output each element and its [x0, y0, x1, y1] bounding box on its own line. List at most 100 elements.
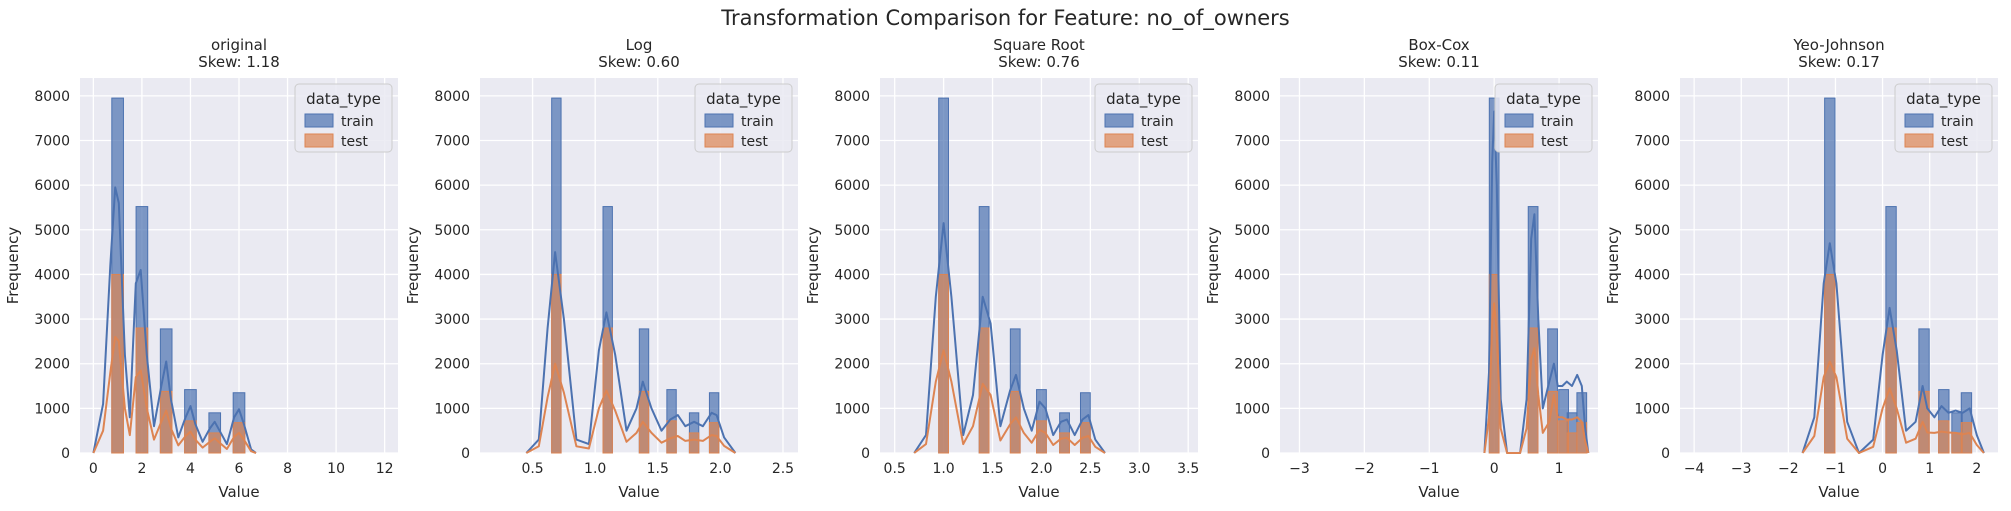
y-axis-label: Frequency [1204, 227, 1222, 305]
y-tick-label: 5000 [434, 223, 470, 239]
kde-test-line [1801, 360, 1985, 454]
x-axis-label: Value [1818, 483, 1859, 501]
y-tick-label: 1000 [434, 401, 470, 417]
test-bar [978, 327, 990, 454]
x-axis-label: Value [218, 483, 259, 501]
x-tick-label: 2.0 [1030, 461, 1052, 477]
y-tick-label: 5000 [34, 223, 70, 239]
x-tick-label: −4 [1684, 461, 1705, 477]
test-bar [551, 273, 562, 454]
x-axis-label: Value [1018, 483, 1059, 501]
y-axis-label: Frequency [4, 227, 22, 305]
test-bar [1009, 390, 1021, 454]
x-tick-label: 8 [283, 461, 292, 477]
y-tick-label: 4000 [834, 267, 870, 283]
y-axis-label: Frequency [1604, 227, 1622, 305]
y-tick-label: 2000 [34, 357, 70, 373]
test-bar [1938, 420, 1950, 454]
y-tick-label: 2000 [1234, 357, 1270, 373]
y-tick-label: 4000 [1634, 267, 1670, 283]
y-tick-label: 3000 [1634, 312, 1670, 328]
x-axis-label: Value [618, 483, 659, 501]
y-tick-label: 6000 [434, 178, 470, 194]
legend-label-test: test [741, 134, 768, 150]
subplot-title: Yeo-Johnson [1792, 36, 1884, 54]
y-tick-label: 1000 [1234, 401, 1270, 417]
kde-train-line [1801, 242, 1985, 454]
test-bar [1036, 420, 1047, 454]
y-tick-label: 0 [1261, 446, 1270, 462]
x-tick-label: 1 [1555, 461, 1564, 477]
x-axis-label: Value [1418, 483, 1459, 501]
x-tick-label: 10 [327, 461, 345, 477]
y-tick-label: 4000 [434, 267, 470, 283]
subplot-5: 0 1000 2000 3000 4000 5000 6000 7000 8000 −4 −3 −2 −… [1604, 36, 1998, 501]
subplot-skew: Skew: 0.17 [1798, 53, 1880, 71]
x-tick-label: 0.5 [521, 461, 543, 477]
y-tick-label: 7000 [1634, 134, 1670, 150]
kde-test-line [913, 349, 1106, 454]
x-tick-label: −1 [1825, 461, 1846, 477]
y-tick-label: 5000 [834, 223, 870, 239]
y-tick-label: 1000 [34, 401, 70, 417]
test-bar [1960, 422, 1973, 454]
y-tick-label: 0 [861, 446, 870, 462]
test-bar [1566, 432, 1578, 454]
x-tick-label: 1.0 [584, 461, 606, 477]
legend-title: data_type [306, 90, 381, 109]
y-tick-label: 1000 [1634, 401, 1670, 417]
x-tick-label: 2 [137, 461, 146, 477]
x-tick-label: 2.5 [1079, 461, 1101, 477]
y-tick-label: 8000 [1234, 89, 1270, 105]
y-tick-label: 2000 [834, 357, 870, 373]
y-tick-label: 7000 [834, 134, 870, 150]
legend-swatch-test [704, 133, 734, 148]
y-tick-label: 5000 [1634, 223, 1670, 239]
y-tick-label: 2000 [1634, 357, 1670, 373]
subplot-title: original [211, 36, 267, 54]
test-bar [1951, 432, 1963, 454]
kde-train-line [913, 222, 1106, 454]
test-bar [938, 273, 949, 454]
test-bar [1059, 432, 1070, 454]
legend-swatch-train [1104, 113, 1134, 128]
y-tick-label: 8000 [34, 89, 70, 105]
x-tick-label: −3 [1289, 461, 1310, 477]
kde-test-line [92, 335, 257, 454]
y-tick-label: 3000 [834, 312, 870, 328]
subplot-title: Box-Cox [1408, 36, 1469, 54]
y-tick-label: 3000 [34, 312, 70, 328]
x-tick-label: −3 [1731, 461, 1752, 477]
y-tick-label: 6000 [1634, 178, 1670, 194]
y-tick-label: 8000 [834, 89, 870, 105]
x-tick-label: 0 [1490, 461, 1499, 477]
subplot-skew: Skew: 0.76 [998, 53, 1080, 71]
x-tick-label: 2.5 [772, 461, 794, 477]
y-tick-label: 7000 [34, 134, 70, 150]
test-bar [1547, 390, 1558, 454]
y-tick-label: 1000 [834, 401, 870, 417]
y-tick-label: 0 [61, 446, 70, 462]
legend-label-train: train [741, 114, 774, 130]
subplot-2: 0 1000 2000 3000 4000 5000 6000 7000 8000 0.5 1.0 1… [404, 36, 798, 501]
x-tick-label: −1 [1419, 461, 1440, 477]
x-tick-label: 6 [235, 461, 244, 477]
figure-suptitle: Transformation Comparison for Feature: n… [721, 6, 1290, 30]
legend-label-test: test [1141, 134, 1168, 150]
legend-title: data_type [1906, 90, 1981, 109]
legend-swatch-test [1904, 133, 1934, 148]
x-tick-label: 2 [1972, 461, 1981, 477]
legend-label-train: train [1941, 114, 1974, 130]
x-tick-label: 12 [376, 461, 394, 477]
legend-swatch-test [1104, 133, 1134, 148]
x-tick-label: 1.0 [932, 461, 954, 477]
legend-label-test: test [341, 134, 368, 150]
legend-swatch-train [704, 113, 734, 128]
x-tick-label: 3.0 [1128, 461, 1150, 477]
legend-label-test: test [1941, 134, 1968, 150]
x-tick-label: 2.0 [709, 461, 731, 477]
